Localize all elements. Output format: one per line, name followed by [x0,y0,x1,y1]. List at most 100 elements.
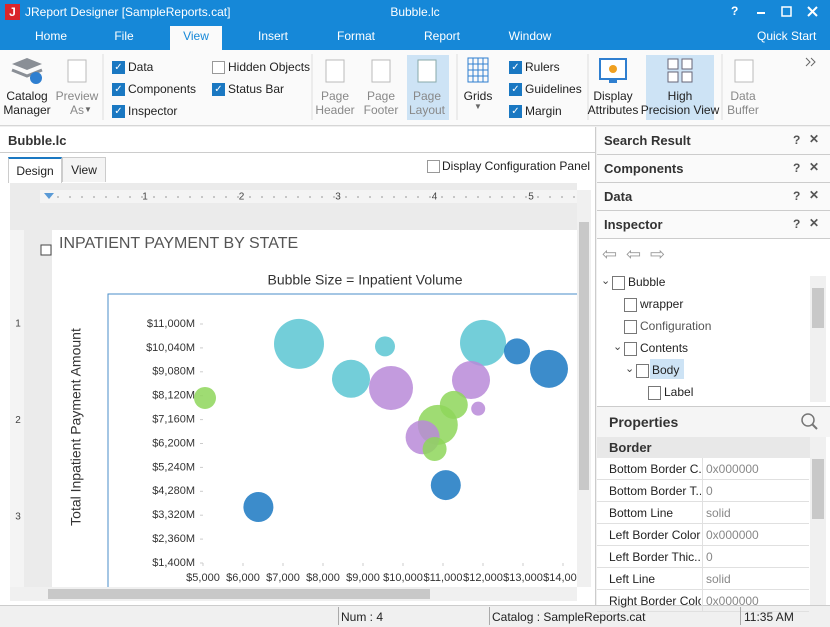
checkbox[interactable]: ✓ [112,105,125,118]
panel-title[interactable]: Components [604,161,684,176]
nav-arrow[interactable]: ⇨ [650,244,666,264]
property-value[interactable]: 0 [706,550,713,564]
quick-start[interactable]: Quick Start [757,29,817,43]
ribbon-label[interactable]: Page [320,89,350,103]
property-row [597,458,809,480]
y-tick-label: $6,200M [152,437,195,449]
menu-tab[interactable]: Home [34,29,68,43]
ribbon-label[interactable]: High [667,89,693,103]
close[interactable] [807,6,818,17]
nav-arrow[interactable]: ⇦ [602,244,618,264]
h-scrollbar[interactable] [10,587,577,601]
tree-label[interactable]: Contents [640,341,689,355]
menu-tab[interactable]: Window [508,29,552,43]
property-name[interactable]: Bottom Border T... [609,484,701,498]
property-name[interactable]: Bottom Border C... [609,462,701,476]
grids-icon [467,57,489,83]
checkbox[interactable]: ✓ [112,61,125,74]
props-scrollbar[interactable] [810,437,826,605]
checkbox[interactable]: ✓ [112,83,125,96]
tree-label[interactable]: Body [652,363,680,377]
property-value[interactable]: 0 [706,484,713,498]
property-value[interactable]: 0x000000 [706,594,759,608]
v-scrollbar[interactable] [577,190,591,587]
ribbon-label[interactable]: Manager [3,103,51,117]
property-name[interactable]: Left Border Thic... [609,550,701,564]
checkbox-label[interactable]: Status Bar [228,82,285,96]
checkbox-label[interactable]: Components [128,82,197,96]
checkbox[interactable]: ✓ [509,83,522,96]
ribbon-label[interactable]: Data [730,89,756,103]
checkbox[interactable] [427,160,440,173]
panel-title[interactable]: Inspector [604,217,663,232]
tree-expander[interactable]: ⌄ [613,341,623,353]
property-row [597,590,809,612]
maximize[interactable] [781,6,792,17]
ribbon-label[interactable]: Attributes [587,103,639,117]
property-name[interactable]: Left Line [609,572,656,586]
tree-label[interactable]: Bubble [628,275,666,289]
checkbox-label[interactable]: Rulers [525,60,560,74]
checkbox-label[interactable]: Guidelines [525,82,582,96]
editor-tab[interactable]: Design [8,157,62,183]
ribbon-label[interactable]: Page [366,89,396,103]
ribbon-label[interactable]: Display [593,89,633,103]
property-value[interactable]: solid [706,572,731,586]
panel-help[interactable]: ? [793,217,801,231]
checkbox-label[interactable]: Data [128,60,154,74]
ribbon-more[interactable] [805,57,816,67]
search-icon[interactable] [800,412,820,432]
checkbox-label[interactable]: Inspector [128,104,178,118]
move-handle[interactable] [40,244,52,256]
ribbon-label[interactable]: Page [412,89,442,103]
property-value[interactable]: 0x000000 [706,462,759,476]
tree-scrollbar[interactable] [810,276,826,402]
property-name[interactable]: Right Border Color [609,594,701,608]
checkbox-label[interactable]: Margin [525,104,562,118]
menu-tab[interactable]: Format [336,29,376,43]
nav-arrow[interactable]: ⇦ [626,244,642,264]
panel-close[interactable]: ✕ [809,132,820,146]
ribbon-label[interactable]: Catalog [6,89,48,103]
tree-label[interactable]: wrapper [640,297,684,311]
property-name[interactable]: Left Border Color [609,528,701,542]
menu-tab[interactable]: File [114,29,134,43]
panel-title[interactable]: Data [604,189,633,204]
tree-label[interactable]: Configuration [640,319,712,333]
checkbox[interactable]: ✓ [509,105,522,118]
ribbon-label[interactable]: Header [315,103,355,117]
tree-expander[interactable]: ⌄ [601,275,611,287]
checkbox[interactable]: ✓ [212,83,225,96]
checkbox-label[interactable]: Hidden Objects [228,60,311,74]
property-value[interactable]: solid [706,506,731,520]
property-name[interactable]: Bottom Line [609,506,674,520]
ribbon-label[interactable]: Grids [463,89,493,103]
menu-tab[interactable]: Report [423,29,461,43]
status-catalog: Catalog : SampleReports.cat [492,610,646,624]
ribbon-label[interactable]: Precision View [640,103,720,117]
help-button[interactable]: ? [731,4,739,18]
property-value[interactable]: 0x000000 [706,528,759,542]
editor-tab[interactable]: View [62,157,106,182]
tree-expander[interactable]: ⌄ [625,363,635,375]
ribbon-label[interactable]: Footer [363,103,399,117]
panel-close[interactable]: ✕ [809,188,820,202]
x-tick-label: $12,000 [463,572,503,584]
menu-tab[interactable]: Insert [257,29,289,43]
panel-help[interactable]: ? [793,189,801,203]
tree-label[interactable]: Label [664,385,694,399]
panel-title[interactable]: Search Result [604,133,691,148]
property-divider [702,458,703,479]
status-bar [0,605,830,627]
ribbon-label[interactable]: Buffer [727,103,759,117]
ribbon-label[interactable]: Preview [55,89,99,103]
panel-help[interactable]: ? [793,133,801,147]
panel-help[interactable]: ? [793,161,801,175]
ribbon-label[interactable]: As [69,103,85,117]
checkbox[interactable] [212,61,225,74]
ribbon-label[interactable]: Layout [408,103,446,117]
menu-tab[interactable]: View [183,29,209,43]
checkbox[interactable]: ✓ [509,61,522,74]
panel-close[interactable]: ✕ [809,216,820,230]
panel-close[interactable]: ✕ [809,160,820,174]
